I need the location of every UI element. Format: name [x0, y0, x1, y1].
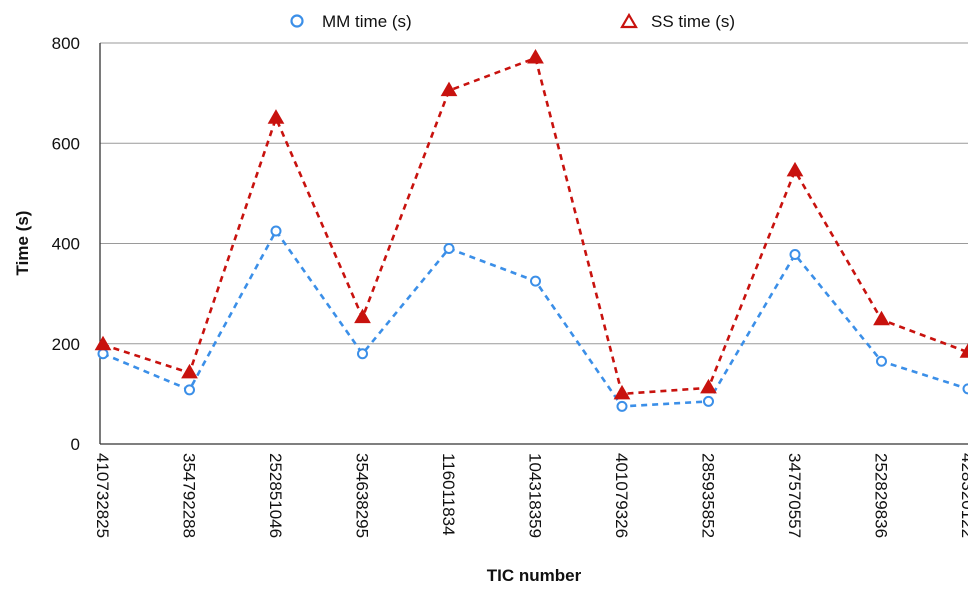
x-tick-label: 401079326	[612, 453, 631, 538]
data-point	[703, 395, 714, 407]
legend-item-ss: SS time (s)	[620, 12, 735, 31]
data-point	[357, 348, 368, 360]
y-tick-label: 200	[52, 335, 80, 354]
legend-label-mm: MM time (s)	[322, 12, 412, 31]
legend-triangle-marker-icon	[620, 12, 638, 29]
y-tick-label: 800	[52, 34, 80, 53]
x-axis-title: TIC number	[487, 566, 582, 585]
y-tick-label: 0	[71, 435, 80, 454]
legend-item-mm: MM time (s)	[290, 12, 412, 31]
x-tick-label: 354638295	[353, 453, 372, 538]
x-tick-label: 347570557	[785, 453, 804, 538]
series-ss-time	[94, 49, 968, 400]
data-point	[786, 161, 804, 177]
data-point	[440, 81, 458, 97]
data-point	[267, 109, 285, 124]
data-point	[873, 310, 890, 326]
y-axis-title: Time (s)	[13, 211, 32, 276]
x-tick-label: 116011834	[439, 453, 458, 536]
y-tick-label: 400	[52, 235, 80, 254]
data-point	[700, 378, 717, 394]
data-point	[530, 275, 541, 287]
data-point	[876, 355, 887, 367]
x-tick-label: 410732825	[93, 453, 112, 538]
gridlines	[99, 42, 968, 445]
legend-circle-marker-icon	[290, 14, 304, 28]
data-point	[443, 243, 455, 255]
data-point	[181, 363, 198, 379]
data-point	[789, 249, 801, 261]
data-point	[94, 335, 112, 351]
y-tick-label: 600	[52, 134, 80, 153]
x-tick-label: 104318359	[526, 453, 545, 538]
data-point	[184, 384, 195, 396]
x-tick-label: 285935852	[699, 453, 718, 538]
legend: MM time (s) SS time (s)	[290, 12, 735, 31]
data-point	[962, 383, 968, 395]
data-point	[354, 308, 371, 324]
series-layer	[94, 49, 968, 412]
legend-label-ss: SS time (s)	[651, 12, 735, 31]
x-tick-label: 252851046	[266, 453, 285, 538]
x-tick-label: 354792288	[180, 453, 199, 538]
data-point	[97, 348, 109, 360]
x-tick-labels: 410732825 354792288 252851046 354638295 1160…	[93, 453, 968, 538]
x-tick-label: 252829836	[872, 453, 891, 538]
data-point	[616, 400, 628, 412]
series-line	[102, 228, 968, 408]
data-point	[527, 49, 544, 64]
y-tick-labels: 0 200 400 600 800	[52, 34, 80, 454]
data-point	[270, 225, 282, 237]
series-mm-time	[97, 225, 968, 412]
x-tick-label: 428320122	[958, 453, 968, 538]
data-point	[959, 343, 968, 358]
data-point	[613, 384, 631, 400]
